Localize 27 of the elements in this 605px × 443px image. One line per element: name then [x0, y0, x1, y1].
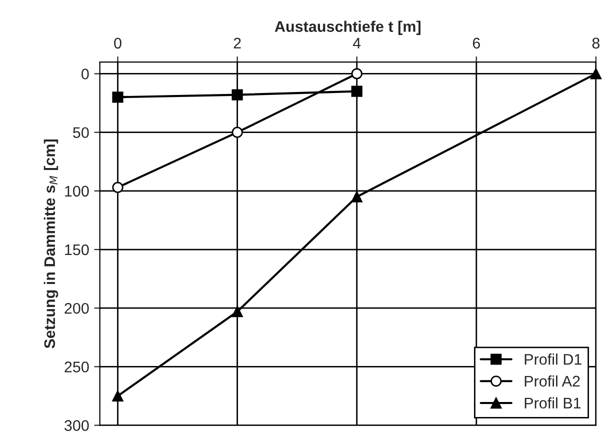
y-tick-label: 0 [82, 68, 89, 80]
point [112, 182, 124, 193]
y-tick-label: 250 [64, 362, 89, 372]
legend-label: Profil D1 [524, 354, 582, 365]
y-tick-label: 100 [65, 186, 89, 197]
point [232, 89, 243, 100]
x-tick-label: 6 [472, 38, 480, 49]
point [112, 390, 124, 402]
x-tick-label: 8 [592, 38, 600, 49]
point [351, 68, 362, 80]
x-axis-title: Austauschtiefe t [m] [274, 20, 420, 35]
y-axis-title: Setzung in Dammitte s$_{M}$ [cm] [44, 139, 58, 348]
y-tick-label: 200 [64, 302, 89, 314]
x-tick-label: 2 [234, 38, 241, 48]
x-tick-label: 0 [114, 38, 122, 49]
point [232, 306, 243, 318]
point [590, 68, 602, 80]
point [112, 92, 124, 103]
y-tick-label: 150 [65, 244, 89, 256]
point [232, 126, 243, 138]
point [351, 86, 362, 97]
x-tick-label: 4 [352, 38, 361, 48]
legend-label: Profil B1 [524, 397, 581, 409]
point [351, 191, 362, 202]
y-tick-label: 50 [73, 127, 89, 138]
legend-label: Profil A2 [524, 375, 580, 387]
y-tick-label: 300 [64, 420, 89, 431]
